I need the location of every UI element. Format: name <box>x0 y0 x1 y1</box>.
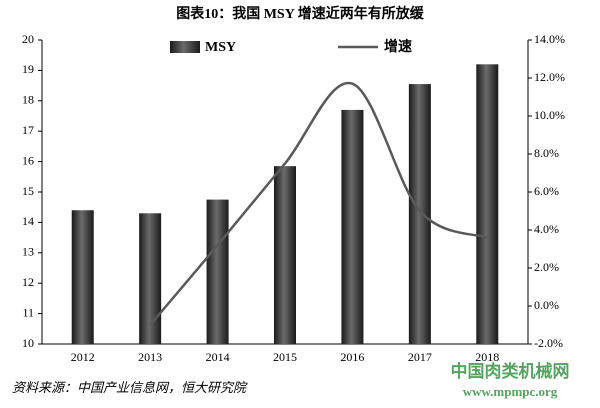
y-tick-label: 14 <box>22 214 34 228</box>
y-tick-label: 11 <box>22 305 34 319</box>
bar <box>71 210 94 344</box>
x-tick-label: 2013 <box>138 350 162 364</box>
y2-tick-label: 4.0% <box>534 222 559 236</box>
y-tick-label: 19 <box>22 62 34 76</box>
line <box>149 81 488 326</box>
y-tick-label: 17 <box>22 123 34 137</box>
y2-tick-label: 6.0% <box>534 184 559 198</box>
x-tick-label: 2012 <box>71 350 95 364</box>
bar <box>206 199 229 344</box>
y2-tick-label: 8.0% <box>534 146 559 160</box>
legend-label: 增速 <box>384 38 412 55</box>
y2-tick-label: -2.0% <box>534 336 563 350</box>
x-tick-label: 2015 <box>273 350 297 364</box>
y2-tick-label: 14.0% <box>534 32 565 46</box>
y-tick-label: 10 <box>22 336 34 350</box>
y-tick-label: 16 <box>22 153 34 167</box>
watermark-url: www.mpmpc.org <box>463 384 558 399</box>
chart-title: 图表10：我国 MSY 增速近两年有所放缓 <box>176 5 425 22</box>
watermark: 中国肉类机械网 <box>451 361 570 381</box>
y-tick-label: 15 <box>22 184 34 198</box>
y2-tick-label: 0.0% <box>534 298 559 312</box>
bar <box>476 64 499 344</box>
legend-swatch <box>170 41 200 53</box>
y-tick-label: 20 <box>22 32 34 46</box>
y-tick-label: 12 <box>22 275 34 289</box>
x-tick-label: 2018 <box>475 350 499 364</box>
source-note: 资料来源：中国产业信息网，恒大研究院 <box>12 380 248 395</box>
bar <box>408 84 431 344</box>
x-tick-label: 2014 <box>206 350 230 364</box>
y2-tick-label: 2.0% <box>534 260 559 274</box>
y2-tick-label: 10.0% <box>534 108 565 122</box>
x-tick-label: 2016 <box>340 350 364 364</box>
bar <box>274 166 296 344</box>
y2-tick-label: 12.0% <box>534 70 565 84</box>
bar <box>341 109 364 344</box>
legend-label: MSY <box>205 40 236 55</box>
y-tick-label: 18 <box>22 93 34 107</box>
y-tick-label: 13 <box>22 245 34 259</box>
bar <box>139 213 162 344</box>
x-tick-label: 2017 <box>408 350 432 364</box>
